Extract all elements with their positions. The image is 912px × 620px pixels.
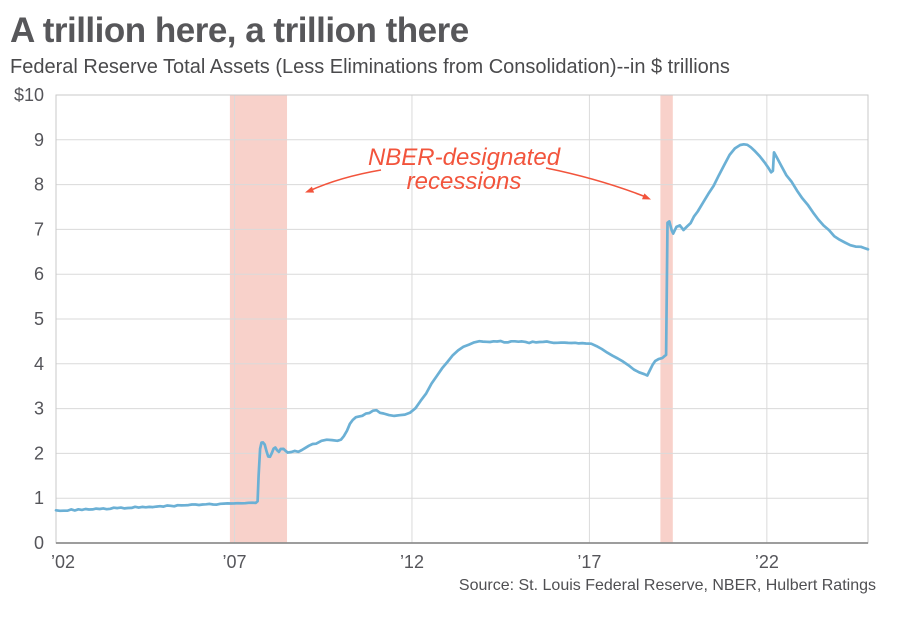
y-tick-label: 3	[34, 399, 44, 419]
y-tick-label: 1	[34, 488, 44, 508]
chart-subtitle: Federal Reserve Total Assets (Less Elimi…	[10, 56, 730, 78]
y-tick-label: 0	[34, 533, 44, 553]
source-credit: Source: St. Louis Federal Reserve, NBER,…	[458, 577, 876, 594]
x-axis: ’02 ’07 ’12 ’17 ’22	[51, 552, 779, 572]
y-tick-label: 9	[34, 130, 44, 150]
x-tick-label: ’07	[222, 552, 246, 572]
y-axis: $10 9 8 7 6 5 4 3 2 1 0	[14, 85, 44, 553]
gridlines	[56, 95, 868, 543]
y-tick-label: 7	[34, 219, 44, 239]
x-tick-label: ’17	[577, 552, 601, 572]
y-tick-label: 4	[34, 354, 44, 374]
page-title: A trillion here, a trillion there	[10, 11, 469, 50]
fed-assets-line	[54, 142, 870, 513]
annotation-arrowhead-left	[305, 186, 315, 193]
annotation-arrow-left	[308, 169, 382, 192]
annotation: NBER-designated recessions	[305, 144, 651, 200]
x-tick-label: ’12	[400, 552, 424, 572]
y-tick-label: 2	[34, 443, 44, 463]
y-tick-label: $10	[14, 85, 44, 105]
annotation-arrowhead-right	[642, 193, 651, 200]
annotation-text-line1: NBER-designated	[368, 144, 561, 171]
data-series	[54, 142, 870, 513]
x-tick-label: ’22	[755, 552, 779, 572]
y-tick-label: 8	[34, 175, 44, 195]
annotation-arrow-right	[545, 167, 647, 198]
y-tick-label: 6	[34, 264, 44, 284]
x-tick-label: ’02	[51, 552, 75, 572]
annotation-text-line2: recessions	[407, 168, 522, 195]
y-tick-label: 5	[34, 309, 44, 329]
